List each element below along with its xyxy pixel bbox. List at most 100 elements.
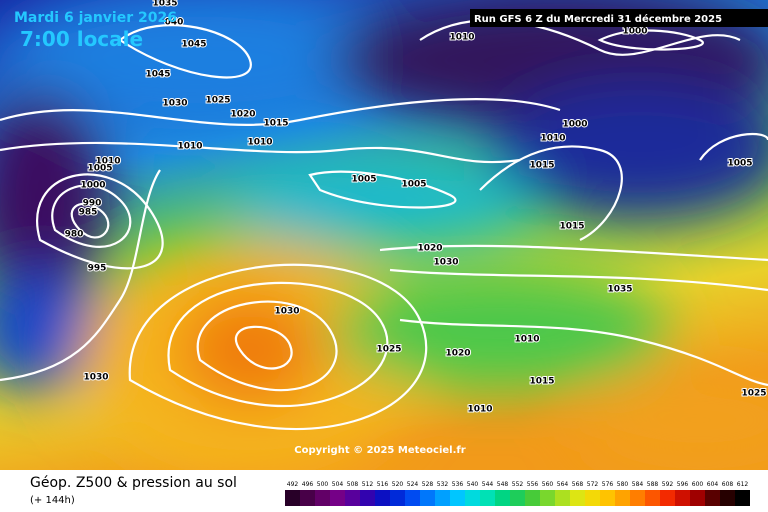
colorbar-swatch <box>435 490 450 506</box>
colorbar-label: 568 <box>572 481 584 488</box>
colorbar-label: 572 <box>587 481 599 488</box>
colorbar-label: 516 <box>377 481 389 488</box>
isobar-label: 1045 <box>181 40 206 50</box>
colorbar-label: 584 <box>632 481 644 488</box>
colorbar-swatch <box>615 490 630 506</box>
colorbar-label: 604 <box>707 481 719 488</box>
colorbar-label: 496 <box>302 481 314 488</box>
isobar-label: 1020 <box>230 110 255 120</box>
colorbar-swatch <box>570 490 585 506</box>
isobar-label: 995 <box>88 264 107 274</box>
isobar-label: 980 <box>65 230 84 240</box>
colorbar-label: 596 <box>677 481 689 488</box>
colorbar-swatch <box>720 490 735 506</box>
colorbar-swatch <box>735 490 750 506</box>
colorbar-swatch <box>465 490 480 506</box>
copyright: Copyright © 2025 Meteociel.fr <box>294 445 465 456</box>
colorbar-swatch <box>540 490 555 506</box>
colorbar-label: 540 <box>467 481 479 488</box>
colorbar-swatch <box>300 490 315 506</box>
isobar-label: 1005 <box>351 175 376 185</box>
isobar-label: 1020 <box>417 244 442 254</box>
isobar-label: 1010 <box>449 33 474 43</box>
colorbar-swatch <box>555 490 570 506</box>
isobar-label: 1010 <box>467 405 492 415</box>
isobar-label: 1000 <box>562 120 587 130</box>
colorbar-label: 548 <box>497 481 509 488</box>
isobar-label: 1005 <box>727 159 752 169</box>
colorbar-label: 580 <box>617 481 629 488</box>
isobar-label: 1025 <box>741 389 766 399</box>
colorbar-label: 512 <box>362 481 374 488</box>
colorbar-label: 500 <box>317 481 329 488</box>
isobar-label: 1010 <box>514 335 539 345</box>
colorbar-swatch <box>390 490 405 506</box>
colorbar-label: 600 <box>692 481 704 488</box>
isobar-label: 1030 <box>433 258 458 268</box>
colorbar-label: 612 <box>737 481 749 488</box>
colorbar-label: 592 <box>662 481 674 488</box>
isobar-label: 1015 <box>529 161 554 171</box>
colorbar-swatch <box>510 490 525 506</box>
isobar-label: 1000 <box>80 181 105 191</box>
colorbar-swatch <box>450 490 465 506</box>
isobar-label: 1010 <box>177 142 202 152</box>
colorbar-label: 560 <box>542 481 554 488</box>
forecast-date: Mardi 6 janvier 2026 <box>14 10 177 26</box>
isobar-label: 1020 <box>445 349 470 359</box>
isobar-label: 1045 <box>145 70 170 80</box>
colorbar-swatch <box>585 490 600 506</box>
colorbar-label: 532 <box>437 481 449 488</box>
pressure-field <box>0 0 768 480</box>
isobar-label: 1025 <box>205 96 230 106</box>
colorbar-swatch <box>405 490 420 506</box>
colorbar-swatch <box>645 490 660 506</box>
colorbar-label: 524 <box>407 481 419 488</box>
isobar-label: 1030 <box>162 99 187 109</box>
colorbar-swatch <box>495 490 510 506</box>
colorbar-swatch <box>360 490 375 506</box>
colorbar-label: 492 <box>287 481 299 488</box>
colorbar-label: 508 <box>347 481 359 488</box>
colorbar-swatch <box>525 490 540 506</box>
colorbar-swatch <box>690 490 705 506</box>
forecast-time: 7:00 locale <box>20 27 143 51</box>
isobar-label: 1030 <box>274 307 299 317</box>
colorbar-swatch <box>375 490 390 506</box>
run-info: Run GFS 6 Z du Mercredi 31 décembre 2025 <box>474 13 722 25</box>
colorbar-swatch <box>330 490 345 506</box>
colorbar-label: 552 <box>512 481 524 488</box>
colorbar: 492 496 500 504 508 512 516 520 524 528 532 536 540 5… <box>285 481 750 506</box>
isobar-label: 990 <box>83 199 102 209</box>
colorbar-label: 504 <box>332 481 344 488</box>
colorbar-label: 520 <box>392 481 404 488</box>
isobar-label: 1000 <box>622 27 647 37</box>
colorbar-label: 588 <box>647 481 659 488</box>
isobar-label: 1015 <box>263 119 288 129</box>
isobar-label: 1010 <box>540 134 565 144</box>
colorbar-swatch <box>660 490 675 506</box>
colorbar-swatch <box>480 490 495 506</box>
colorbar-label: 544 <box>482 481 494 488</box>
isobar-label: 040 <box>165 18 184 28</box>
isobar-label: 985 <box>79 208 98 218</box>
isobar-label: 1010 <box>247 138 272 148</box>
colorbar-swatch <box>630 490 645 506</box>
isobar-label: 1035 <box>607 285 632 295</box>
isobar-label: 1015 <box>559 222 584 232</box>
colorbar-swatch <box>285 490 300 506</box>
colorbar-label: 528 <box>422 481 434 488</box>
isobar-label: 1030 <box>83 373 108 383</box>
isobar-label: 1010 <box>95 157 120 167</box>
footer-title: Géop. Z500 & pression au sol <box>30 475 237 491</box>
footer-lead: (+ 144h) <box>30 495 75 506</box>
isobar-label: 1005 <box>401 180 426 190</box>
colorbar-swatch <box>420 490 435 506</box>
run-box <box>470 9 768 27</box>
colorbar-label: 576 <box>602 481 614 488</box>
colorbar-label: 608 <box>722 481 734 488</box>
isobar-label: 1015 <box>529 377 554 387</box>
isobar-label: 1025 <box>376 345 401 355</box>
colorbar-swatch <box>705 490 720 506</box>
